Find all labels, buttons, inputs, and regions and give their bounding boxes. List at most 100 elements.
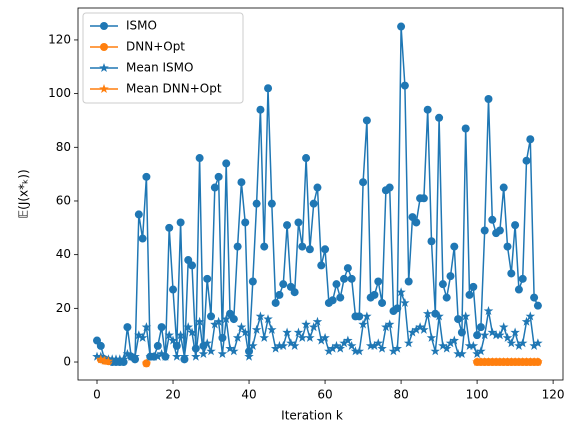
- data-point: [442, 293, 451, 302]
- data-point: [294, 218, 303, 227]
- data-point: [346, 340, 357, 350]
- x-tick-label: 20: [165, 388, 180, 402]
- data-point: [96, 354, 106, 364]
- data-point: [293, 327, 304, 337]
- data-point: [301, 319, 311, 329]
- data-point: [198, 349, 209, 358]
- data-point: [214, 172, 223, 181]
- data-point: [183, 322, 193, 332]
- data-point: [305, 332, 315, 342]
- data-point: [229, 346, 239, 356]
- data-point: [369, 340, 380, 350]
- data-point: [502, 357, 513, 367]
- data-point: [308, 322, 319, 332]
- data-point: [518, 274, 527, 283]
- data-point: [309, 199, 318, 208]
- data-point: [188, 261, 197, 270]
- data-point: [343, 264, 352, 273]
- data-point: [324, 346, 334, 356]
- data-point: [279, 280, 288, 289]
- data-point: [533, 357, 543, 367]
- data-point: [278, 340, 288, 350]
- data-point: [207, 312, 216, 321]
- data-point: [195, 154, 204, 163]
- data-point: [446, 272, 455, 281]
- legend-label: DNN+Opt: [126, 40, 185, 54]
- data-point: [438, 280, 447, 289]
- data-point: [134, 330, 144, 340]
- data-point: [476, 323, 485, 332]
- x-axis-label: Iteration k: [281, 409, 343, 423]
- data-point: [506, 357, 517, 367]
- legend-marker: [99, 63, 109, 72]
- y-tick-label: 60: [56, 193, 71, 207]
- x-tick-label: 40: [241, 388, 256, 402]
- data-point: [122, 349, 133, 358]
- data-point: [156, 349, 167, 358]
- data-point: [175, 330, 186, 340]
- data-point: [316, 335, 326, 345]
- data-point: [126, 351, 136, 361]
- data-point: [191, 351, 201, 361]
- data-point: [472, 349, 482, 358]
- data-point: [283, 221, 292, 230]
- data-point: [290, 288, 299, 297]
- legend-marker: [100, 22, 108, 30]
- data-point: [350, 346, 361, 356]
- data-point: [514, 357, 524, 367]
- data-point: [270, 343, 281, 353]
- legend-label: Mean ISMO: [126, 61, 193, 75]
- data-point: [373, 338, 383, 348]
- data-point: [397, 22, 406, 31]
- data-point: [331, 340, 342, 350]
- data-point: [423, 105, 432, 114]
- x-tick-label: 60: [317, 388, 332, 402]
- data-point: [483, 306, 494, 316]
- data-point: [426, 332, 437, 342]
- data-point: [157, 323, 166, 332]
- data-point: [298, 242, 307, 251]
- data-point: [206, 346, 216, 356]
- data-point: [487, 327, 498, 337]
- data-point: [526, 135, 535, 144]
- data-point: [495, 330, 505, 340]
- x-tick-label: 80: [393, 388, 408, 402]
- data-point: [96, 341, 105, 350]
- data-point: [529, 340, 539, 350]
- data-point: [264, 84, 273, 93]
- data-point: [392, 343, 402, 353]
- data-point: [484, 94, 493, 103]
- data-point: [491, 357, 501, 367]
- legend-box: [82, 12, 244, 104]
- data-point: [404, 277, 413, 286]
- data-point: [514, 285, 523, 294]
- data-point: [499, 183, 508, 192]
- data-point: [480, 226, 489, 235]
- data-point: [385, 183, 394, 192]
- data-point: [134, 210, 143, 219]
- data-point: [506, 338, 517, 348]
- data-point: [522, 156, 531, 165]
- data-point: [321, 245, 330, 254]
- data-point: [365, 340, 376, 350]
- data-point: [217, 349, 228, 358]
- data-point: [441, 343, 452, 353]
- data-point: [343, 335, 353, 345]
- data-point: [503, 242, 512, 251]
- data-point: [164, 330, 174, 340]
- data-point: [479, 330, 490, 340]
- data-point: [222, 159, 231, 168]
- data-point: [476, 357, 486, 367]
- x-tick-label: 0: [93, 388, 101, 402]
- data-point: [419, 194, 428, 203]
- data-point: [453, 349, 463, 358]
- data-point: [111, 354, 121, 364]
- data-point: [275, 290, 284, 299]
- data-point: [203, 274, 212, 283]
- data-point: [377, 343, 387, 353]
- data-point: [289, 340, 300, 350]
- data-point: [518, 338, 528, 348]
- data-point: [362, 116, 371, 125]
- data-point: [172, 351, 182, 361]
